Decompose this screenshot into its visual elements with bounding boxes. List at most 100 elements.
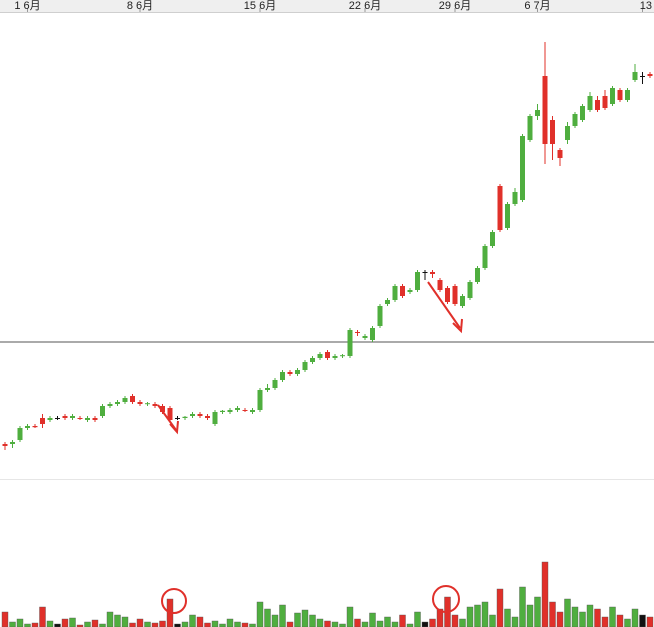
candle-body xyxy=(497,186,503,230)
volume-bar xyxy=(159,620,166,627)
volume-bar xyxy=(541,561,549,627)
candle-body xyxy=(632,72,638,80)
candle-body xyxy=(167,408,173,420)
volume-bar xyxy=(189,614,196,627)
volume-bar xyxy=(504,608,511,627)
volume-bar xyxy=(496,588,504,627)
volume-bar xyxy=(61,618,69,627)
volume-bar xyxy=(279,604,286,627)
candle-body xyxy=(587,96,593,110)
x-tick-label: 15 6月 xyxy=(244,0,276,12)
candle-body xyxy=(347,330,353,356)
candle-body xyxy=(197,414,203,416)
volume-bar xyxy=(76,624,84,627)
volume-bar xyxy=(1,611,9,627)
candle-body xyxy=(430,272,435,274)
volume-bar xyxy=(211,620,219,627)
candle-body xyxy=(287,372,293,374)
candle-body xyxy=(32,426,38,428)
volume-bar xyxy=(399,614,406,627)
candle-body xyxy=(520,136,525,200)
candle-body xyxy=(550,120,555,144)
candle-body xyxy=(407,290,413,292)
candle-body xyxy=(617,90,623,100)
candle-body xyxy=(85,418,90,420)
x-tick-label: 1 6月 xyxy=(14,0,40,12)
candle-body xyxy=(250,410,255,412)
volume-bar xyxy=(594,608,601,627)
candle-body xyxy=(122,398,128,402)
volume-bar xyxy=(256,601,264,627)
candle-body xyxy=(295,370,300,374)
x-tick-label: 8 6月 xyxy=(127,0,153,12)
candle-body xyxy=(535,110,540,116)
volume-bar xyxy=(324,620,331,627)
candle-body xyxy=(310,358,315,362)
candle-body xyxy=(100,406,105,416)
arrow xyxy=(427,281,461,329)
volume-bar xyxy=(144,621,151,627)
candle-body xyxy=(220,410,225,412)
candle-body xyxy=(512,192,518,204)
time-bar xyxy=(0,0,654,12)
volume-bar xyxy=(646,616,654,627)
candle-body xyxy=(505,204,510,228)
volume-bar xyxy=(571,606,579,627)
volume-bar xyxy=(459,618,466,627)
candle-body xyxy=(235,408,240,410)
candle-body xyxy=(452,286,458,304)
candle-body xyxy=(325,352,330,358)
volume-bar xyxy=(24,623,31,627)
candle-body xyxy=(47,418,53,420)
volume-bar xyxy=(519,586,526,627)
volume-bar xyxy=(106,611,114,627)
volume-bar xyxy=(16,618,24,627)
volume-bar xyxy=(39,606,46,627)
circle-annotation xyxy=(161,588,187,614)
volume-bar xyxy=(331,621,339,627)
volume-bar xyxy=(376,620,384,627)
volume-bar xyxy=(9,621,16,627)
candle-body xyxy=(130,396,135,402)
candle-body xyxy=(340,355,345,357)
candle-body xyxy=(422,272,428,273)
volume-bar xyxy=(421,621,429,627)
x-tick-label: 13 xyxy=(640,0,652,12)
candle-body xyxy=(227,410,233,412)
candle-body xyxy=(565,126,570,140)
candle-body xyxy=(640,76,645,77)
volume-bar xyxy=(354,618,361,627)
volume-bar xyxy=(121,616,129,627)
volume-bar xyxy=(46,620,54,627)
candle-body xyxy=(137,402,143,404)
candle-body xyxy=(62,416,68,418)
candle-body xyxy=(602,96,608,108)
candle-body xyxy=(467,282,473,298)
candle-body xyxy=(272,380,278,388)
x-tick-label: 6 7月 xyxy=(524,0,550,12)
candle-body xyxy=(212,412,218,424)
candle-body xyxy=(475,268,480,282)
candle-body xyxy=(490,232,495,246)
candle-body xyxy=(257,390,263,410)
candle-body xyxy=(542,76,548,144)
candle-body xyxy=(265,388,270,390)
candle-body xyxy=(40,418,45,424)
volume-bar xyxy=(91,619,99,627)
volume-bar xyxy=(174,623,181,627)
candle-body xyxy=(92,418,98,420)
volume-bar xyxy=(241,622,249,627)
volume-bar xyxy=(391,621,399,627)
volume-bar xyxy=(414,611,421,627)
volume-bar xyxy=(69,617,76,627)
volume-bar xyxy=(286,621,294,627)
volume-bar xyxy=(624,618,631,627)
volume-bar xyxy=(181,621,189,627)
volume-bar xyxy=(204,622,211,627)
arrow-head xyxy=(169,420,179,435)
candle-body xyxy=(182,416,188,418)
candle-body xyxy=(647,74,653,76)
candle-body xyxy=(362,336,368,338)
